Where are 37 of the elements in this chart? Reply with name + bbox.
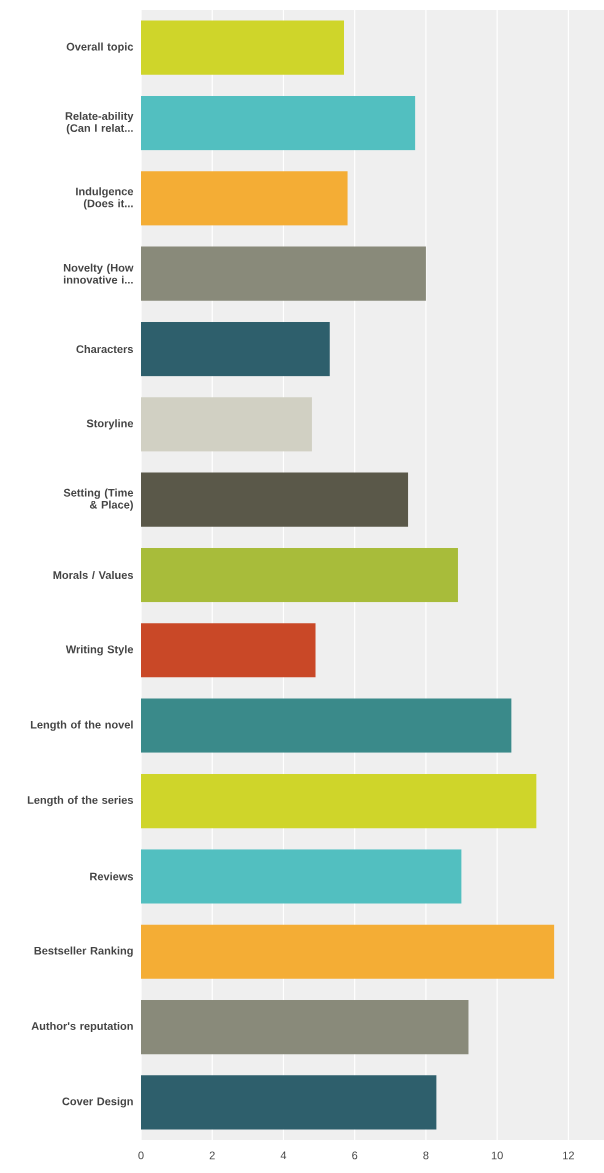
y-tick-label: Storyline <box>86 419 134 430</box>
x-tick-label: 2 <box>209 1151 215 1160</box>
bar <box>141 698 512 753</box>
y-tick-label: Length of the series <box>27 795 133 807</box>
x-tick-label: 0 <box>138 1151 144 1160</box>
bar <box>141 623 316 678</box>
y-tick-label: Overall topic <box>66 42 134 53</box>
bar <box>141 20 344 75</box>
y-tick-label: Novelty (How innovative i... <box>63 263 134 284</box>
y-tick-label: Author's reputation <box>31 1021 133 1033</box>
y-tick-label: Characters <box>76 344 133 354</box>
x-tick-label: 6 <box>352 1151 358 1160</box>
y-tick-label: Reviews <box>90 872 133 881</box>
y-tick-label: Setting (Time & Place) <box>63 488 134 511</box>
bar <box>141 924 555 979</box>
bar <box>141 999 469 1055</box>
bar <box>141 171 348 226</box>
y-tick-label: Morals / Values <box>53 570 134 580</box>
bar <box>141 773 537 829</box>
bar <box>141 397 312 452</box>
x-tick-label: 12 <box>563 1151 574 1160</box>
bar <box>141 472 409 527</box>
y-tick-label: Bestseller Ranking <box>34 946 133 957</box>
bar <box>141 321 330 377</box>
y-tick-label: Relate-ability (Can I relat... <box>65 111 134 135</box>
bar <box>141 1075 437 1130</box>
y-tick-label: Indulgence (Does it... <box>76 187 134 210</box>
bar <box>141 246 426 301</box>
x-tick-label: 4 <box>280 1151 287 1160</box>
y-tick-label: Length of the novel <box>30 720 133 731</box>
bar <box>141 95 416 151</box>
bar <box>141 849 462 904</box>
bar <box>141 547 458 603</box>
y-tick-label: Cover Design <box>62 1097 133 1108</box>
y-tick-label: Writing Style <box>65 645 134 656</box>
x-tick-label: 10 <box>491 1151 503 1160</box>
x-tick-label: 8 <box>423 1151 429 1160</box>
